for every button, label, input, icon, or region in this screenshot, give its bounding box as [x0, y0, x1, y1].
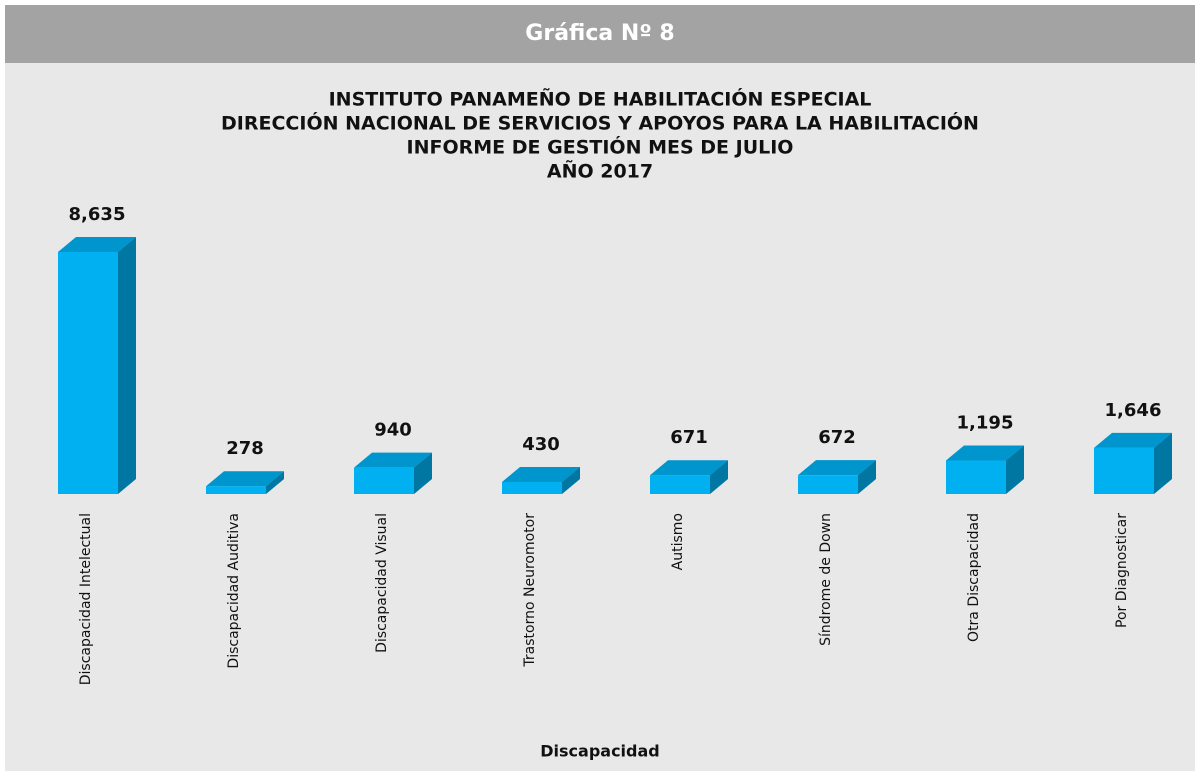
bar-top [650, 460, 728, 476]
x-tick-label: Autismo [670, 513, 686, 570]
bar-side-shade [1154, 432, 1172, 494]
value-label: 278 [226, 438, 264, 459]
bar-top [502, 466, 580, 482]
bar-side-shade [414, 452, 432, 494]
bar-top [206, 471, 284, 487]
bar-top-shade [946, 445, 1024, 461]
bar-side [414, 452, 432, 494]
bar-top [1094, 432, 1172, 448]
x-tick-label: Trastorno Neuromotor [522, 513, 538, 668]
chart-title: AÑO 2017 [547, 159, 653, 183]
bar [354, 467, 414, 494]
bar-side [1154, 432, 1172, 494]
x-tick-label: Otra Discapacidad [966, 513, 982, 642]
chart-title: INSTITUTO PANAMEÑO DE HABILITACIÓN ESPEC… [329, 87, 872, 111]
bar-side-shade [118, 237, 136, 494]
bar-top-shade [798, 460, 876, 476]
bar-side [266, 471, 284, 494]
value-label: 940 [374, 420, 412, 441]
x-tick-label: Discapacidad Intelectual [78, 513, 94, 685]
bar-side [710, 460, 728, 494]
chart-title: DIRECCIÓN NACIONAL DE SERVICIOS Y APOYOS… [221, 111, 979, 135]
value-label: 8,635 [69, 204, 126, 225]
bar-side-shade [710, 460, 728, 494]
value-label: 672 [818, 427, 856, 448]
value-label: 1,646 [1105, 400, 1162, 421]
value-label: 430 [522, 434, 560, 455]
bar-top-shade [354, 452, 432, 468]
x-tick-label: Discapacidad Visual [374, 513, 390, 653]
header-bar [5, 5, 1195, 63]
bar-side [858, 460, 876, 494]
bar [58, 252, 118, 494]
x-tick-label: Síndrome de Down [818, 513, 834, 646]
chart-title: INFORME DE GESTIÓN MES DE JULIO [407, 135, 794, 159]
bar-top [58, 237, 136, 252]
bar [798, 475, 858, 494]
bar-top-shade [1094, 432, 1172, 448]
x-axis-title: Discapacidad [540, 742, 660, 761]
caption: Gráfica Nº 8 [525, 21, 674, 46]
bar-top-shade [58, 237, 136, 252]
bar [650, 475, 710, 494]
bar-top [798, 460, 876, 476]
panel [5, 5, 1195, 771]
value-label: 671 [670, 427, 708, 448]
bar [946, 460, 1006, 494]
bar-side-shade [1006, 445, 1024, 494]
bar-top-shade [206, 471, 284, 487]
bar-top-shade [650, 460, 728, 476]
bar-top-shade [502, 466, 580, 482]
bar-side-shade [562, 466, 580, 494]
bar [1094, 447, 1154, 494]
bar [502, 481, 562, 494]
x-tick-label: Por Diagnosticar [1114, 513, 1130, 628]
x-tick-label: Discapacidad Auditiva [226, 513, 242, 669]
bar-top [354, 452, 432, 468]
bar-side [118, 237, 136, 494]
bar-top [946, 445, 1024, 461]
bar [206, 486, 266, 494]
bar-side [562, 466, 580, 494]
bar-side [1006, 445, 1024, 494]
bar-side-shade [858, 460, 876, 494]
bar-side-shade [266, 471, 284, 494]
value-label: 1,195 [957, 413, 1014, 434]
